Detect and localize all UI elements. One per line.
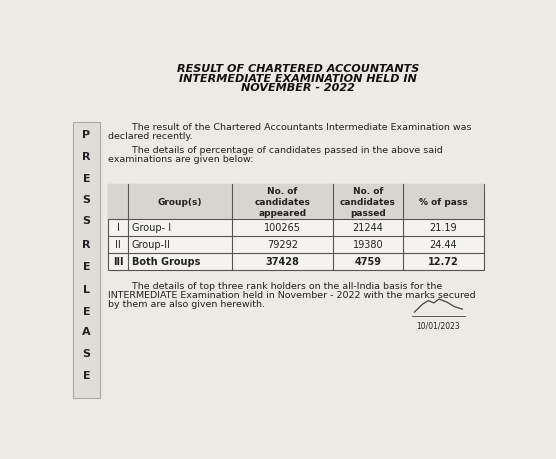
Text: NOVEMBER - 2022: NOVEMBER - 2022	[241, 83, 355, 93]
Text: R: R	[82, 240, 91, 250]
Bar	[108, 184, 484, 270]
Text: 24.44: 24.44	[430, 240, 457, 250]
Text: examinations are given below:: examinations are given below:	[108, 155, 254, 164]
Text: Both Groups: Both Groups	[132, 257, 200, 267]
Text: E: E	[83, 306, 91, 316]
Text: S: S	[82, 195, 91, 205]
Text: 4759: 4759	[354, 257, 381, 267]
Text: 21244: 21244	[353, 223, 383, 233]
Text: S: S	[82, 348, 91, 358]
Text: III: III	[113, 257, 123, 267]
Text: RESULT OF CHARTERED ACCOUNTANTS: RESULT OF CHARTERED ACCOUNTANTS	[177, 64, 419, 74]
Text: E: E	[83, 174, 91, 184]
Text: The result of the Chartered Accountants Intermediate Examination was: The result of the Chartered Accountants …	[108, 123, 471, 132]
Text: 79292: 79292	[267, 240, 298, 250]
Text: I: I	[117, 223, 120, 233]
Text: 37428: 37428	[266, 257, 300, 267]
Text: The details of top three rank holders on the all-India basis for the: The details of top three rank holders on…	[108, 281, 443, 290]
Text: 100265: 100265	[264, 223, 301, 233]
Text: E: E	[83, 369, 91, 380]
Text: S: S	[82, 215, 91, 225]
Text: II: II	[115, 240, 121, 250]
Bar	[73, 123, 100, 398]
Text: INTERMEDIATE EXAMINATION HELD IN: INTERMEDIATE EXAMINATION HELD IN	[179, 73, 417, 84]
Text: P: P	[82, 129, 91, 139]
Text: R: R	[82, 151, 91, 162]
Text: Group- I: Group- I	[132, 223, 171, 233]
Text: % of pass: % of pass	[419, 197, 468, 207]
Text: 10/01/2023: 10/01/2023	[416, 321, 460, 330]
Bar	[108, 184, 484, 219]
Text: 12.72: 12.72	[428, 257, 459, 267]
Text: declared recently.: declared recently.	[108, 132, 193, 141]
Text: by them are also given herewith.: by them are also given herewith.	[108, 299, 265, 308]
Text: E: E	[83, 261, 91, 271]
Text: 21.19: 21.19	[430, 223, 457, 233]
Text: No. of
candidates
appeared: No. of candidates appeared	[255, 186, 311, 218]
Text: Group-II: Group-II	[132, 240, 170, 250]
Text: No. of
candidates
passed: No. of candidates passed	[340, 186, 396, 218]
Text: The details of percentage of candidates passed in the above said: The details of percentage of candidates …	[108, 146, 443, 155]
Text: 19380: 19380	[353, 240, 383, 250]
Text: INTERMEDIATE Examination held in November - 2022 with the marks secured: INTERMEDIATE Examination held in Novembe…	[108, 290, 476, 299]
Text: L: L	[83, 285, 90, 294]
Text: Group(s): Group(s)	[158, 197, 202, 207]
Text: A: A	[82, 327, 91, 336]
